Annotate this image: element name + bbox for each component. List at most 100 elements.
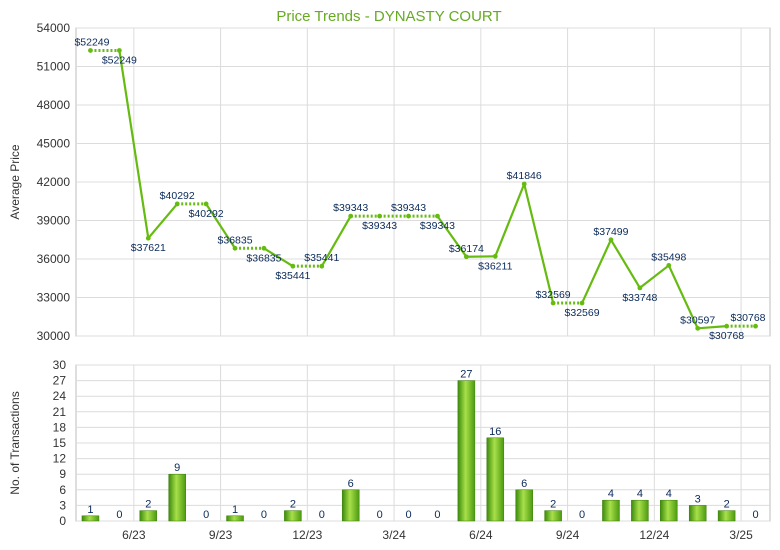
y-tick-label: 9 (59, 467, 66, 481)
bar-value-label: 1 (232, 504, 238, 516)
y-tick-label: 30 (53, 358, 67, 372)
data-point (145, 235, 151, 241)
line-segment (494, 182, 526, 258)
y-tick-label: 6 (59, 483, 66, 497)
x-tick-label: 12/23 (292, 528, 322, 542)
x-tick-label: 3/25 (729, 528, 753, 542)
data-point (88, 48, 93, 53)
bar (631, 499, 649, 522)
y-tick-label: 48000 (37, 98, 71, 112)
bar-value-label: 2 (290, 499, 296, 511)
y-tick-label: 12 (53, 452, 67, 466)
y-tick-label: 18 (53, 420, 67, 434)
data-label: $37621 (131, 242, 166, 254)
data-point (666, 263, 672, 268)
data-label: $33748 (622, 292, 657, 304)
data-label: $36174 (449, 243, 484, 255)
y-axis-title: Average Price (8, 144, 22, 219)
bar (139, 510, 158, 522)
y-tick-label: 36000 (37, 252, 71, 266)
data-label: $30768 (730, 312, 765, 324)
data-point (724, 323, 730, 329)
data-point (290, 263, 296, 269)
bar (688, 505, 707, 522)
x-tick-label: 9/23 (209, 528, 233, 542)
line-segment (147, 202, 179, 240)
data-label: $41846 (507, 170, 542, 182)
data-label: $36835 (246, 252, 281, 264)
data-label: $35441 (304, 252, 339, 264)
data-point (435, 213, 440, 219)
bar (544, 510, 562, 522)
data-point (753, 323, 758, 329)
data-point (319, 263, 325, 269)
bar-value-label: 0 (261, 509, 267, 521)
data-point (261, 245, 267, 251)
y-tick-label: 15 (53, 436, 67, 450)
bar-value-label: 0 (319, 509, 325, 521)
x-tick-label: 3/24 (382, 528, 406, 542)
data-label: $52249 (102, 54, 137, 66)
bar-value-label: 0 (579, 509, 585, 521)
y-tick-label: 0 (59, 514, 66, 528)
y-tick-label: 39000 (37, 214, 71, 228)
y-axis-title: No. of Transactions (8, 391, 22, 494)
data-label: $35498 (651, 251, 686, 263)
y-tick-label: 27 (53, 374, 67, 388)
data-point (116, 48, 122, 53)
y-tick-label: 24 (53, 389, 67, 403)
bar-value-label: 0 (203, 509, 209, 521)
x-tick-label: 6/24 (469, 528, 493, 542)
bar-value-label: 3 (695, 493, 701, 505)
x-tick-label: 9/24 (556, 528, 580, 542)
data-point (521, 181, 527, 187)
data-label: $39343 (391, 202, 426, 214)
bar-value-label: 9 (174, 462, 180, 474)
line-segment (320, 214, 352, 268)
data-point (550, 300, 556, 306)
data-point (232, 245, 238, 251)
data-label: $32569 (565, 307, 600, 319)
line-segment (118, 49, 150, 240)
data-label: $30597 (680, 314, 715, 326)
data-point (637, 285, 643, 291)
bar-value-label: 0 (752, 509, 758, 521)
data-point (579, 300, 585, 306)
bar (602, 499, 620, 522)
bar-value-label: 0 (434, 509, 440, 521)
line-segment (205, 202, 237, 250)
data-label: $37499 (593, 226, 628, 238)
line-segment (696, 325, 728, 330)
data-point (203, 201, 209, 207)
bar-value-label: 1 (87, 504, 93, 516)
bar-value-label: 4 (637, 488, 643, 500)
bar-value-label: 0 (116, 509, 122, 521)
data-label: $40292 (189, 208, 224, 220)
data-label: $39343 (362, 220, 397, 232)
y-tick-label: 45000 (37, 137, 71, 151)
chart-title: Price Trends - DYNASTY COURT (276, 8, 501, 25)
line-segment (436, 214, 468, 258)
bar (717, 510, 736, 522)
y-tick-label: 54000 (37, 21, 71, 35)
bar-value-label: 16 (489, 426, 501, 438)
bar-value-label: 6 (348, 478, 354, 490)
data-label: $35441 (275, 270, 310, 282)
bar-value-label: 4 (666, 488, 672, 500)
line-segment (638, 264, 670, 290)
bar (341, 489, 360, 522)
bar-value-label: 2 (145, 499, 151, 511)
y-tick-label: 21 (53, 405, 67, 419)
data-point (174, 201, 180, 207)
bar (457, 380, 476, 522)
bar (515, 489, 533, 522)
bar-value-label: 0 (405, 509, 411, 521)
bar-value-label: 6 (521, 478, 527, 490)
y-tick-label: 51000 (37, 60, 71, 74)
data-label: $36835 (218, 234, 253, 246)
bar (486, 437, 505, 522)
line-segment (609, 238, 641, 290)
y-tick-label: 30000 (37, 329, 71, 343)
